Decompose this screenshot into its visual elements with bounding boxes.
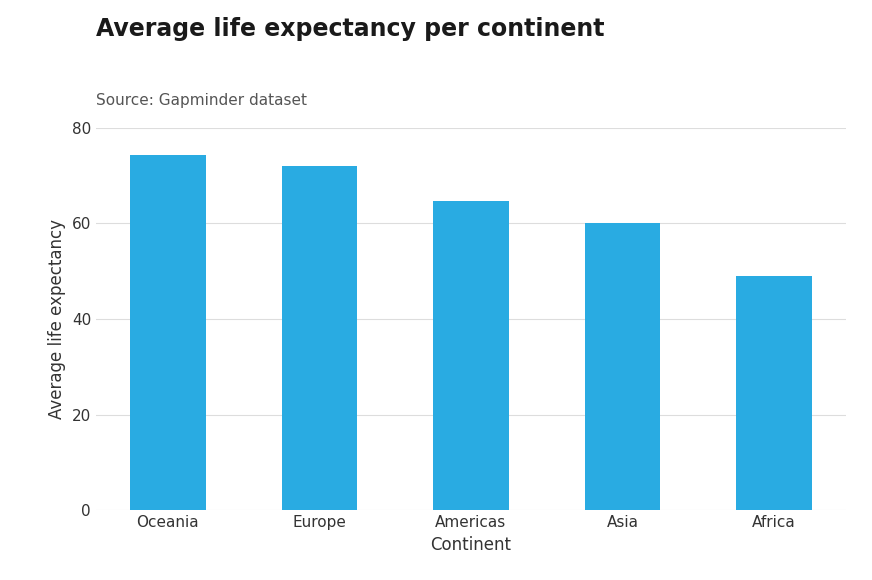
Text: Source: Gapminder dataset: Source: Gapminder dataset xyxy=(96,93,307,108)
Bar xyxy=(736,277,812,510)
Bar xyxy=(130,155,206,510)
X-axis label: Continent: Continent xyxy=(431,536,511,554)
Bar xyxy=(282,166,358,510)
Bar xyxy=(584,223,660,510)
Y-axis label: Average life expectancy: Average life expectancy xyxy=(48,219,66,419)
Text: Average life expectancy per continent: Average life expectancy per continent xyxy=(96,17,604,41)
Bar xyxy=(433,201,508,510)
